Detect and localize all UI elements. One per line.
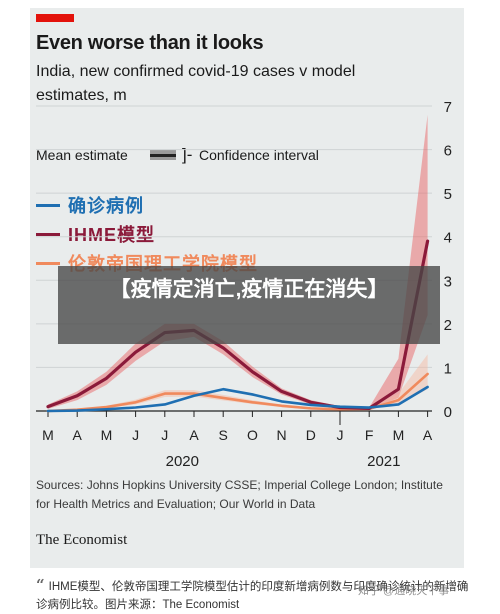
year-label: 2021: [367, 453, 400, 470]
x-tick-label: J: [337, 427, 344, 443]
caption-text: IHME模型、伦敦帝国理工学院模型估计的印度新增病例数与印度确诊统计的新增确诊病…: [36, 581, 469, 611]
confidence-interval-label: Confidence interval: [199, 147, 319, 163]
legend-confirmed-label: 确诊病例: [68, 196, 144, 216]
y-tick-label: 5: [444, 186, 452, 203]
y-tick-label: 7: [444, 99, 452, 116]
x-tick-label: S: [219, 427, 228, 443]
legend-imperial-swatch: [36, 262, 60, 265]
chart-subtitle: India, new confirmed covid-19 cases v mo…: [36, 63, 356, 104]
quote-icon: “: [36, 576, 45, 594]
watermark: 知乎 @通晓天下事: [358, 585, 450, 597]
x-tick-label: J: [161, 427, 168, 443]
economist-red-tag: [36, 14, 74, 22]
series-line: [46, 385, 429, 413]
overlay-banner-text: 【疫情定消亡,疫情正在消失】: [109, 278, 389, 301]
y-tick-label: 6: [444, 143, 452, 160]
legend-confirmed-swatch: [36, 204, 60, 207]
x-tick-label: A: [189, 427, 199, 443]
x-tick-label: M: [42, 427, 54, 443]
brand-name: The Economist: [36, 532, 128, 548]
x-tick-label: F: [365, 427, 374, 443]
confidence-band: [48, 114, 428, 410]
y-tick-label: 4: [444, 230, 452, 247]
x-tick-label: A: [423, 427, 433, 443]
source-note: Sources: Johns Hopkins University CSSE; …: [36, 478, 443, 511]
x-tick-label: D: [306, 427, 316, 443]
x-tick-label: J: [132, 427, 139, 443]
legend-ihme-label: IHME模型: [68, 225, 155, 245]
y-tick-label: 2: [444, 317, 452, 334]
x-tick-label: M: [393, 427, 405, 443]
y-tick-label: 3: [444, 273, 452, 290]
confidence-swatch: [150, 150, 176, 160]
overlay-banner: [58, 266, 440, 344]
y-tick-label: 0: [444, 404, 452, 421]
chart-title: Even worse than it looks: [36, 32, 264, 54]
legend-ihme-swatch: [36, 233, 60, 236]
mean-swatch-line: [150, 154, 176, 157]
x-tick-label: A: [73, 427, 83, 443]
year-label: 2020: [166, 453, 199, 470]
x-tick-label: O: [247, 427, 258, 443]
y-tick-label: 1: [444, 360, 452, 377]
x-tick-label: M: [101, 427, 113, 443]
image-caption: “IHME模型、伦敦帝国理工学院模型估计的印度新增病例数与印度确诊统计的新增确诊…: [36, 576, 476, 614]
x-tick-label: N: [277, 427, 287, 443]
mean-estimate-label: Mean estimate: [36, 147, 128, 163]
bracket-icon: ]-: [182, 145, 193, 164]
